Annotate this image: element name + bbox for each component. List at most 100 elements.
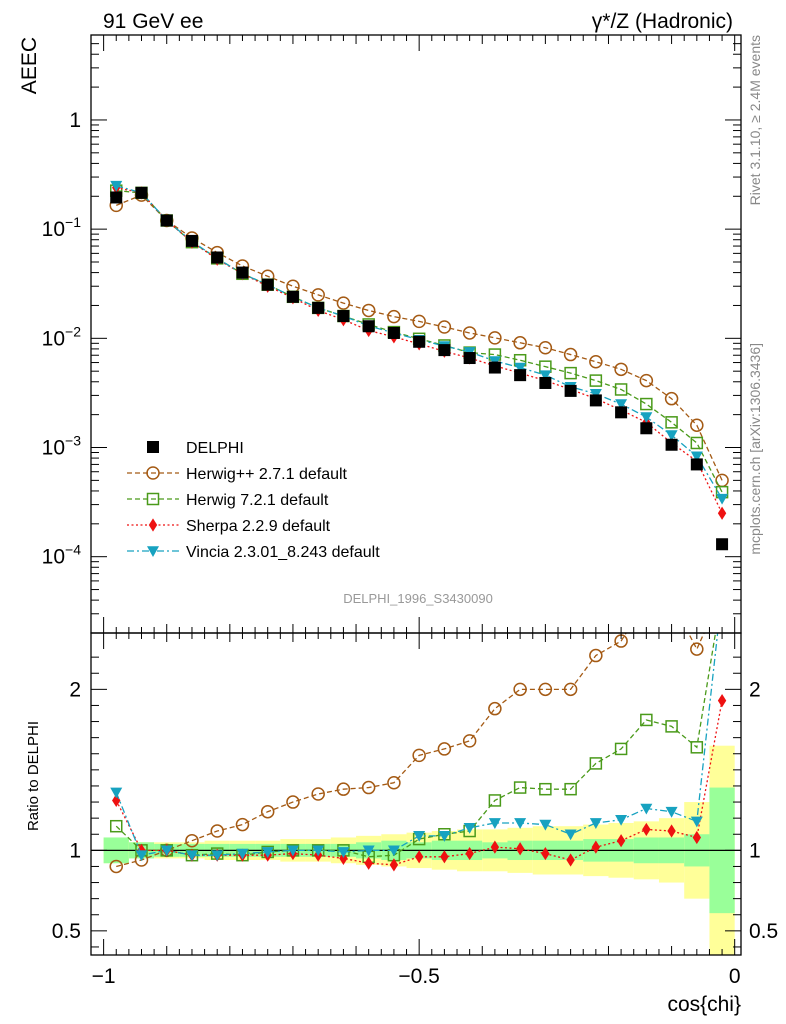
plot-labels: 1 10−1 10−2 10−3 10−4 0.5 0.5 1 1 2 2 −1 −0.5 0 AEEC Ra… — [18, 10, 778, 1016]
ratio-point — [514, 818, 527, 829]
data-point — [312, 301, 325, 314]
ratio-point — [211, 850, 224, 862]
ratio-y-tick-label-right: 1 — [749, 839, 761, 862]
ratio-point — [640, 595, 652, 607]
ratio-point — [261, 847, 274, 858]
data-point — [640, 412, 653, 424]
ratio-point — [513, 781, 527, 794]
ratio-point — [235, 817, 250, 832]
ratio-point — [490, 840, 500, 854]
ratio-point — [717, 694, 727, 708]
ratio-point — [437, 742, 452, 756]
mcplots-label: mcplots.cern.ch [arXiv:1306.3436] — [747, 343, 763, 555]
ratio-point — [564, 782, 577, 796]
data-point — [717, 506, 727, 520]
data-point — [514, 362, 527, 374]
ratio-point — [615, 814, 628, 826]
data-point — [286, 290, 299, 303]
data-point — [412, 314, 426, 329]
data-point — [160, 214, 173, 227]
ratio-point — [589, 818, 602, 829]
ratio-point — [109, 859, 123, 874]
analysis-watermark: DELPHI_1996_S3430090 — [343, 591, 493, 606]
ratio-point — [488, 818, 501, 829]
ratio-frame — [90, 632, 742, 956]
data-point — [488, 331, 502, 345]
data-point — [236, 266, 249, 279]
data-point — [564, 366, 577, 380]
data-point — [413, 335, 426, 348]
header-left-label: 91 GeV ee — [103, 10, 203, 33]
main-panel-series — [109, 180, 729, 551]
data-point — [615, 406, 628, 419]
ratio-y-tick-label: 1 — [69, 839, 81, 862]
data-point — [665, 416, 678, 429]
data-point — [690, 418, 704, 432]
data-point — [564, 384, 577, 397]
data-point — [362, 320, 375, 333]
ratio-point — [690, 741, 704, 754]
data-point — [286, 279, 300, 293]
ratio-point — [412, 748, 426, 763]
ratio-point — [564, 829, 577, 841]
ratio-point — [109, 819, 123, 833]
rivet-version-label: Rivet 3.1.10, ≥ 2.4M events — [747, 35, 763, 205]
data-point — [513, 336, 527, 350]
data-point — [387, 326, 400, 339]
data-point — [538, 340, 553, 355]
data-point — [563, 347, 578, 362]
data-point — [716, 493, 729, 505]
data-point — [438, 344, 451, 357]
legend-entry-label: Vincia 2.3.01_8.243 default — [186, 544, 380, 561]
ratio-point — [539, 782, 552, 796]
ratio-point — [362, 845, 375, 857]
data-point — [437, 320, 452, 334]
y-tick-label: 10−4 — [42, 542, 82, 569]
ratio-point — [361, 780, 376, 795]
ratio-point — [185, 850, 198, 862]
ratio-point — [716, 588, 728, 599]
legend: DELPHI Herwig++ 2.7.1 default Herwig 7.2.1… — [127, 440, 380, 561]
ratio-point — [690, 816, 703, 828]
ratio-y-tick-label-right: 2 — [749, 678, 761, 701]
ratio-point — [438, 831, 451, 842]
x-axis-title: cos{chi} — [667, 993, 741, 1016]
ratio-point — [666, 595, 678, 607]
ratio-point — [541, 846, 550, 861]
ratio-point — [135, 850, 148, 862]
legend-marker — [148, 518, 158, 532]
ratio-point — [716, 587, 728, 599]
data-point — [135, 186, 148, 199]
data-point — [690, 436, 704, 450]
ratio-point — [336, 782, 351, 796]
data-point — [110, 180, 123, 192]
ratio-point — [339, 851, 348, 865]
ratio-point — [440, 850, 449, 864]
data-point — [488, 361, 501, 374]
ratio-point — [539, 819, 552, 831]
legend-marker — [147, 441, 159, 453]
data-point — [539, 370, 552, 382]
data-point — [211, 251, 224, 264]
ratio-series-line — [115, 633, 717, 858]
data-point — [690, 451, 703, 463]
ratio-point — [642, 822, 651, 837]
header-right-label: γ*/Z (Hadronic) — [592, 10, 733, 33]
ratio-point — [513, 682, 527, 697]
ratio-point — [690, 642, 704, 656]
data-point — [690, 458, 703, 471]
x-tick-label: −1 — [92, 965, 116, 988]
legend-entry-label: Herwig++ 2.7.1 default — [186, 466, 348, 483]
data-point — [640, 422, 653, 435]
ratio-point — [717, 587, 728, 598]
data-point — [716, 538, 729, 551]
ratio-point — [667, 824, 676, 838]
ratio-point — [210, 824, 224, 838]
data-point — [361, 303, 376, 318]
ratio-point — [387, 775, 401, 790]
legend-marker — [147, 546, 159, 557]
ratio-point — [563, 682, 578, 697]
x-tick-label: 0 — [729, 965, 741, 988]
y-tick-label: 10−3 — [42, 433, 82, 460]
